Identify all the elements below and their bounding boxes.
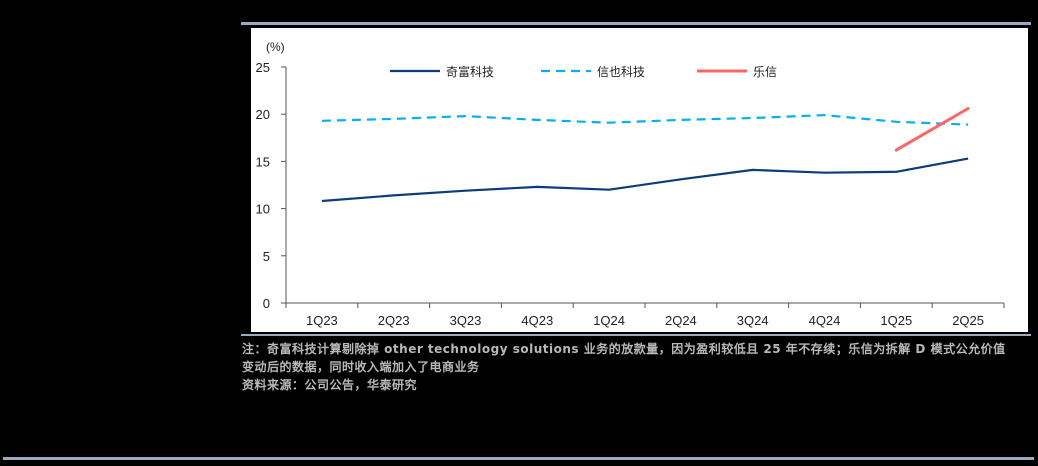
- series-line-0: [321, 157, 969, 203]
- series-line-1: [321, 114, 969, 126]
- x-tick-label: 2Q25: [952, 313, 984, 328]
- x-tick-label: 2Q23: [378, 313, 410, 328]
- chart-notes-divider: [241, 334, 1031, 336]
- chart-notes: 注：奇富科技计算剔除掉 other technology solutions 业…: [242, 340, 1037, 394]
- y-tick-label: 20: [256, 107, 270, 122]
- legend-label: 奇富科技: [446, 64, 494, 79]
- y-tick-label: 25: [256, 60, 270, 75]
- x-tick-label: 1Q23: [306, 313, 338, 328]
- x-tick-label: 3Q24: [737, 313, 769, 328]
- note-line-1: 注：奇富科技计算剔除掉 other technology solutions 业…: [242, 342, 1006, 356]
- x-tick-label: 4Q23: [521, 313, 553, 328]
- y-axis-unit: (%): [266, 40, 285, 54]
- y-tick-label: 10: [256, 202, 270, 217]
- chart-canvas: (%) 0 5 10 15 20 25 1Q23 2Q23 3Q23 4Q23 1Q24 2Q24 3Q2…: [256, 40, 1005, 328]
- x-tick-label: 2Q24: [665, 313, 697, 328]
- x-tick-label: 1Q25: [880, 313, 912, 328]
- y-tick-label: 15: [256, 154, 270, 169]
- legend-label: 信也科技: [597, 65, 645, 79]
- x-tick-label: 3Q23: [450, 313, 482, 328]
- y-tick-label: 5: [263, 249, 270, 264]
- series-line-2: [894, 107, 970, 152]
- source-line: 资料来源：公司公告，华泰研究: [242, 378, 418, 392]
- x-tick-label: 1Q24: [593, 313, 625, 328]
- line-chart: (%) 0 5 10 15 20 25 1Q23 2Q23 3Q23 4Q23 1Q24 2Q24 3Q2…: [251, 28, 1028, 332]
- bottom-divider: [3, 457, 1034, 460]
- note-line-2: 变动后的数据，同时收入端加入了电商业务: [242, 360, 480, 374]
- x-tick-label: 4Q24: [809, 313, 841, 328]
- legend-label: 乐信: [753, 65, 777, 79]
- y-tick-label: 0: [263, 296, 270, 311]
- top-divider: [241, 22, 1031, 25]
